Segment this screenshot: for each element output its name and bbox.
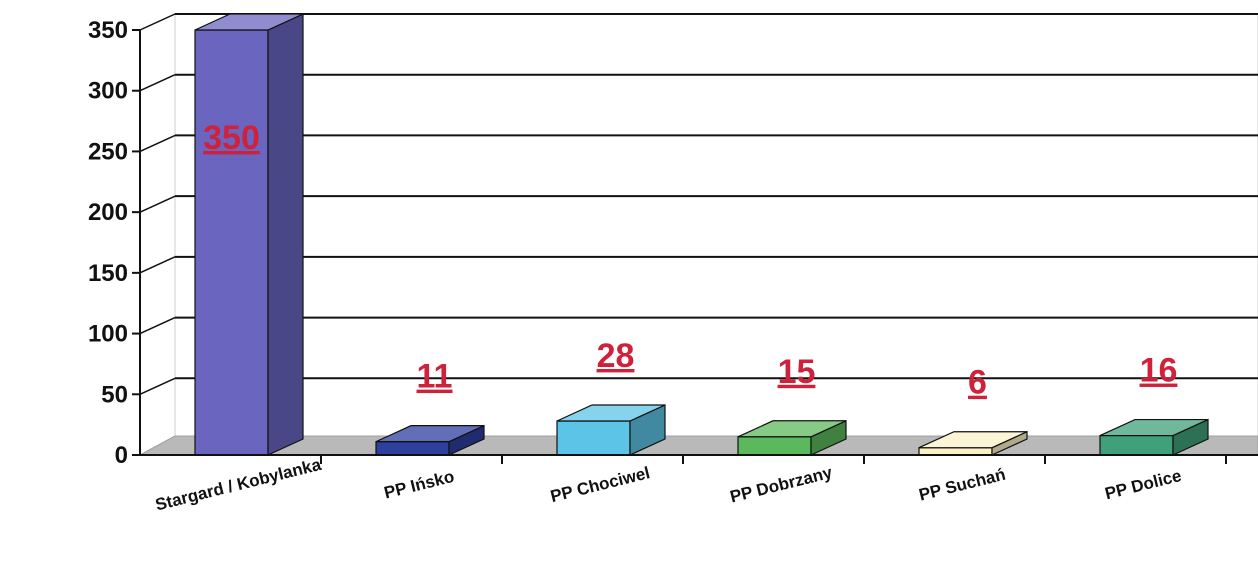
data-label: 350 [203,119,260,157]
category-label: PP Ińsko [382,467,456,503]
bar [737,419,847,456]
y-tick-labels: 0 50 100 150 200 250 300 350 [88,17,140,469]
bar-top [556,404,666,422]
gridline-depth [139,13,176,31]
bar-front [918,447,993,456]
bars [194,13,1209,456]
back-wall [174,13,1258,437]
gridline-depth [139,377,176,395]
category-label: PP Suchań [917,465,1007,505]
gridline-depth [139,316,176,335]
y-tick-label: 200 [88,199,128,226]
y-tick-label: 300 [88,78,128,105]
data-label: 6 [968,364,987,402]
data-label: 11 [417,358,453,396]
bar [375,424,485,456]
bar-front [737,436,812,456]
bar [1099,418,1209,456]
bar-top [194,13,304,31]
bar-top [918,431,1028,449]
bar-top [737,420,847,438]
category-label: PP Dolice [1103,466,1183,503]
bar [194,13,304,456]
y-tick-label: 350 [88,17,128,44]
gridlines [139,13,1258,395]
x-tick-marks [320,455,1227,464]
bar-top [1099,418,1209,437]
y-tick-label: 150 [88,260,128,287]
bar-front [1099,434,1174,456]
bar-front [194,29,269,456]
bar [556,404,666,456]
y-tick-label: 250 [88,138,128,165]
bar-front [556,420,631,456]
category-label: PP Dobrzany [728,463,835,507]
data-label: 16 [1140,352,1178,390]
gridline-depth [139,195,176,213]
gridline-depth [139,134,176,153]
category-label: Stargard / Kobylanka [153,455,323,515]
data-label: 28 [597,337,635,375]
y-tick-label: 50 [101,381,128,408]
data-labels: 350 11 28 15 6 16 [203,119,1177,402]
category-labels: Stargard / Kobylanka PP Ińsko PP Chociwel P… [153,455,1183,515]
bar-front [375,441,450,456]
gridline-depth [139,256,176,274]
side-wall [139,13,176,456]
category-label: PP Chociwel [549,463,652,506]
bar [918,430,1028,456]
bar-side [267,13,304,456]
y-tick-label: 0 [115,442,128,469]
bar-top [375,425,485,443]
gridline-depth [139,74,176,92]
y-tick-label: 100 [88,321,128,348]
data-label: 15 [778,353,816,391]
floor [139,435,1258,456]
